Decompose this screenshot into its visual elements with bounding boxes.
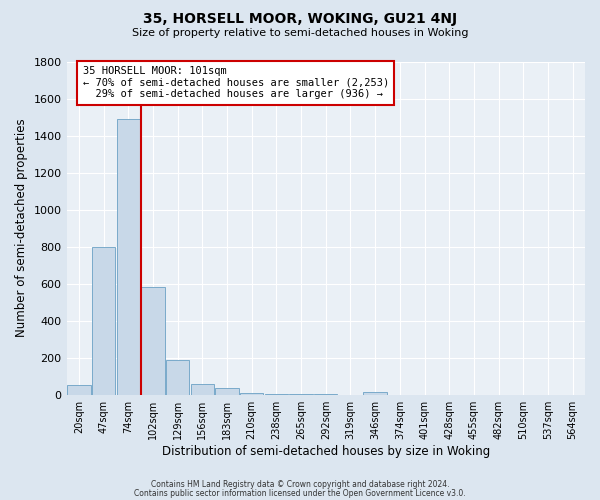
Text: Contains HM Land Registry data © Crown copyright and database right 2024.: Contains HM Land Registry data © Crown c… [151, 480, 449, 489]
Bar [141, 288, 164, 395]
Bar [215, 388, 239, 394]
Text: Size of property relative to semi-detached houses in Woking: Size of property relative to semi-detach… [132, 28, 468, 38]
Bar [67, 384, 91, 394]
X-axis label: Distribution of semi-detached houses by size in Woking: Distribution of semi-detached houses by … [161, 444, 490, 458]
Y-axis label: Number of semi-detached properties: Number of semi-detached properties [15, 119, 28, 338]
Text: 35 HORSELL MOOR: 101sqm
← 70% of semi-detached houses are smaller (2,253)
  29% : 35 HORSELL MOOR: 101sqm ← 70% of semi-de… [83, 66, 389, 100]
Bar [116, 119, 140, 394]
Bar [191, 384, 214, 394]
Bar [92, 246, 115, 394]
Bar [364, 392, 387, 394]
Text: Contains public sector information licensed under the Open Government Licence v3: Contains public sector information licen… [134, 488, 466, 498]
Bar [240, 393, 263, 394]
Text: 35, HORSELL MOOR, WOKING, GU21 4NJ: 35, HORSELL MOOR, WOKING, GU21 4NJ [143, 12, 457, 26]
Bar [166, 360, 190, 394]
